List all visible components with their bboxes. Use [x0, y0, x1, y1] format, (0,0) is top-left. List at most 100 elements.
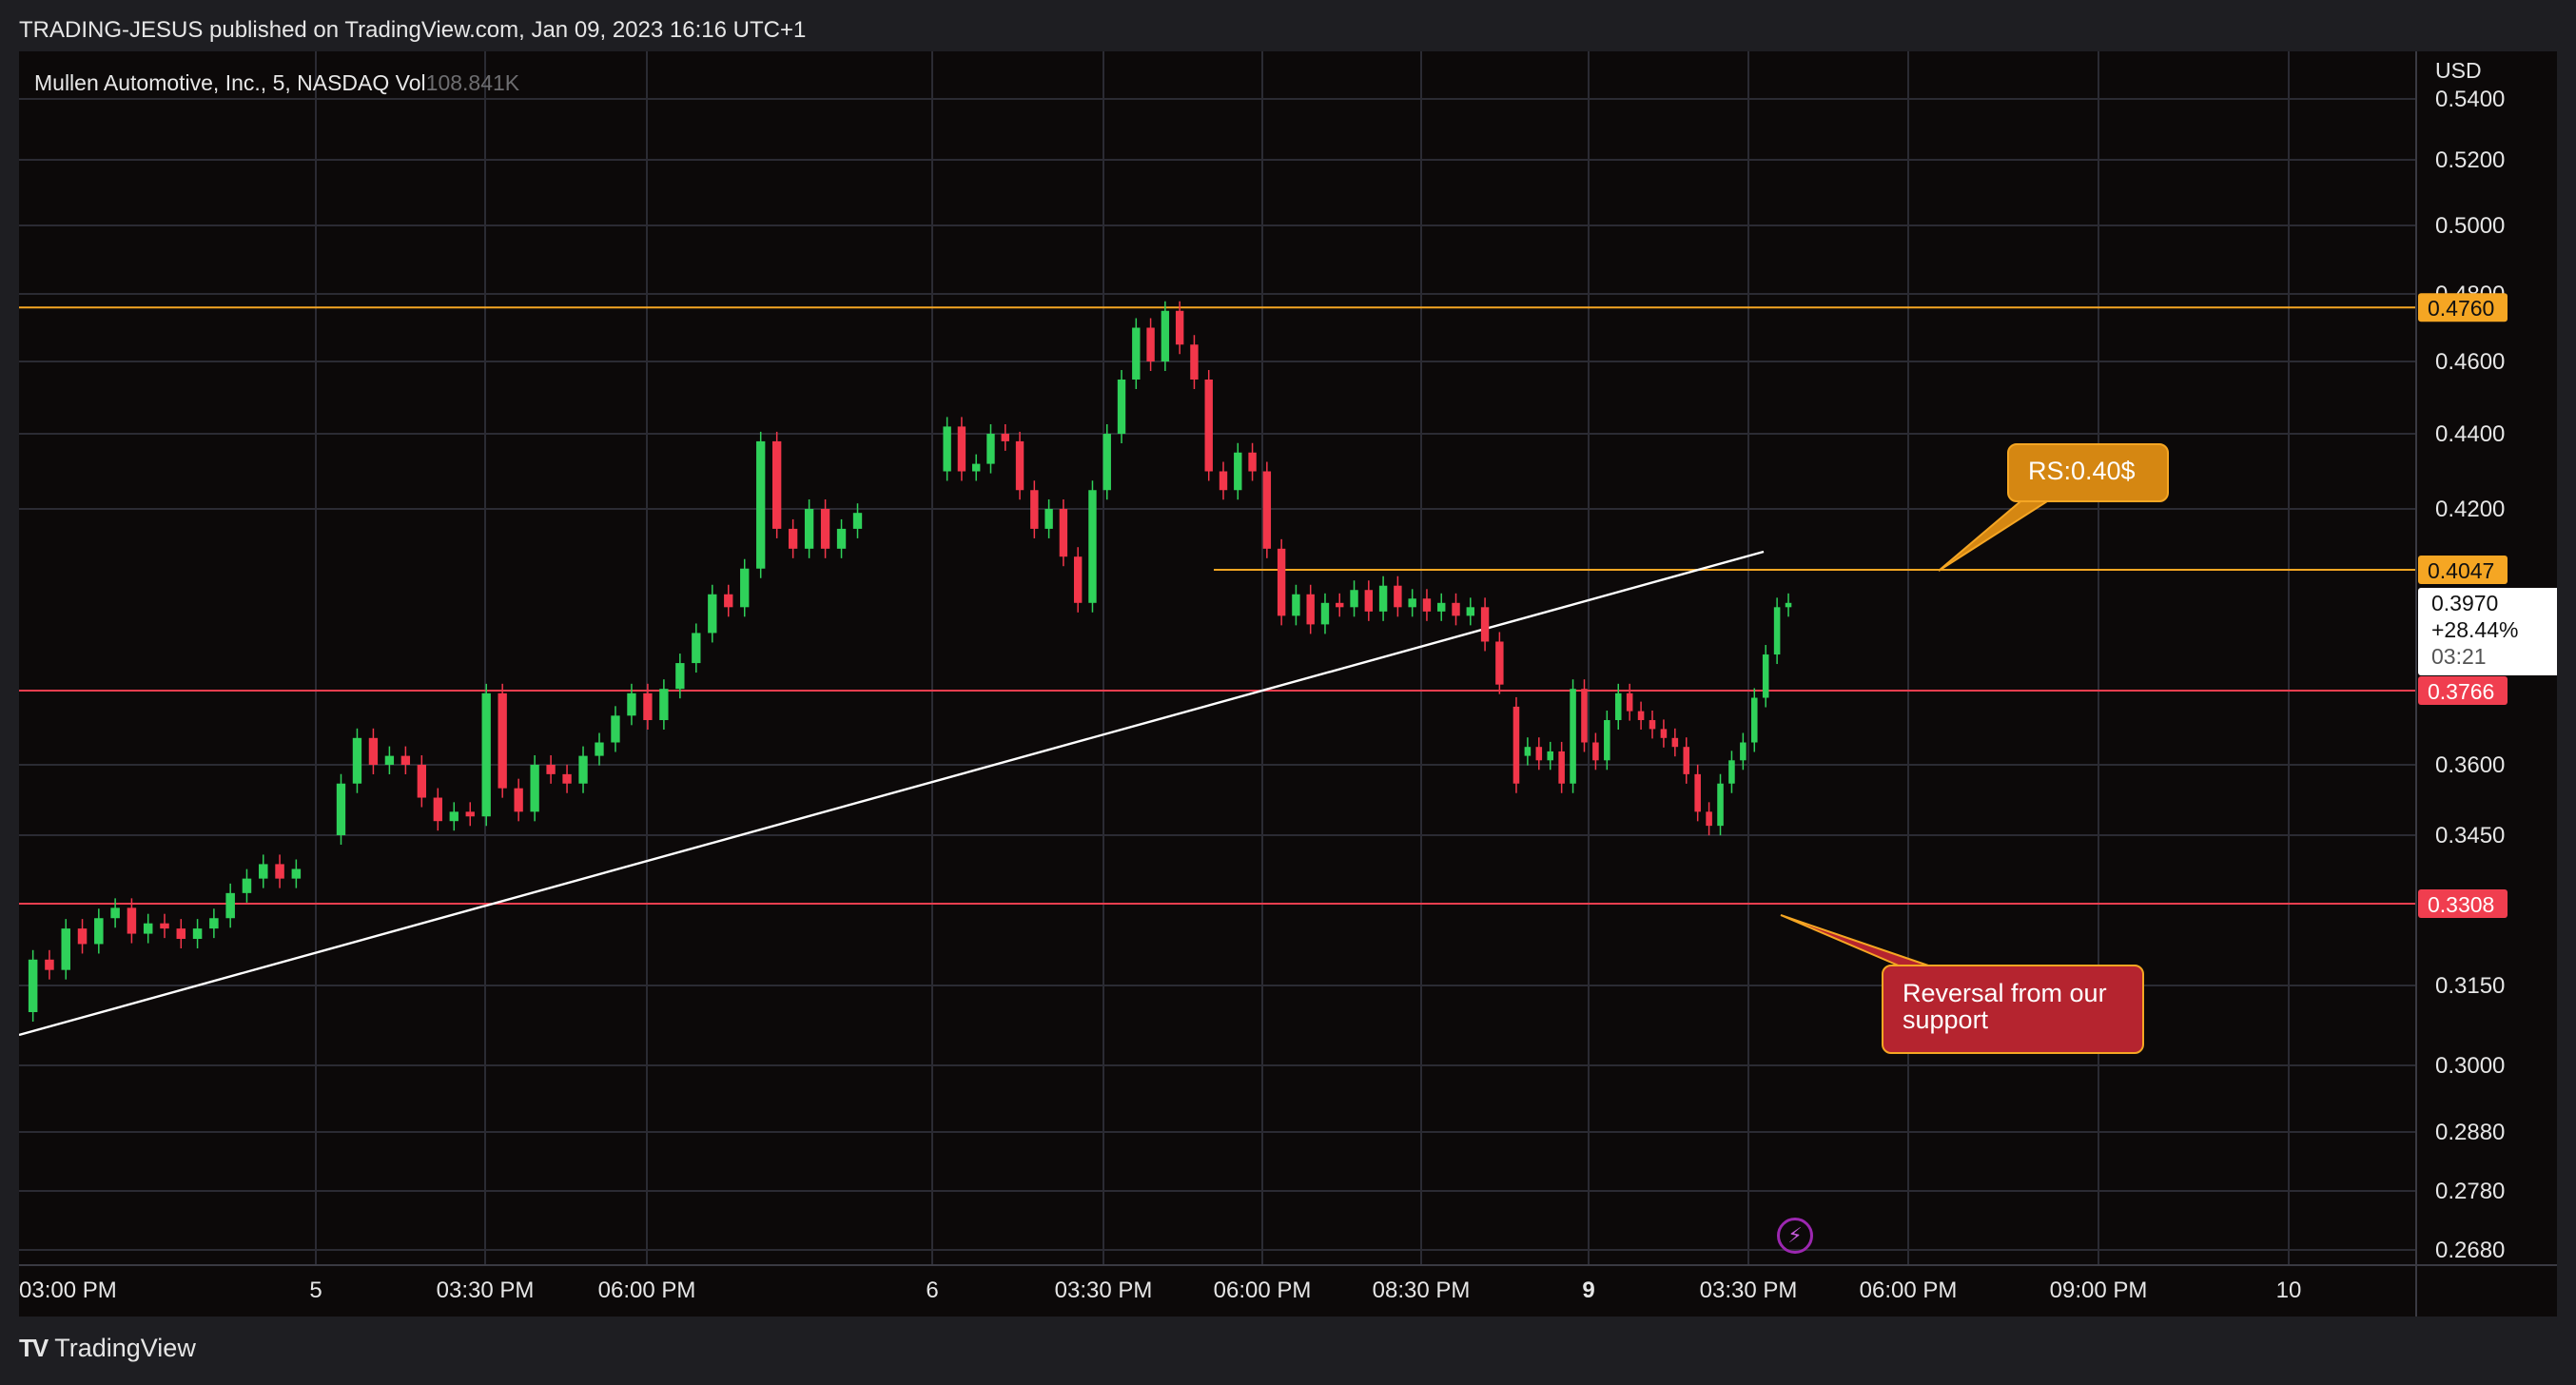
candle-body — [1762, 654, 1769, 698]
candle-body — [1161, 310, 1170, 361]
candle-body — [1728, 760, 1735, 784]
price-tick-label: 0.3600 — [2435, 752, 2505, 778]
level-badge-label: 0.4047 — [2428, 558, 2494, 583]
support-callout: Reversal from our support — [1882, 965, 2144, 1054]
candle-body — [1671, 737, 1679, 748]
candle-body — [1277, 548, 1286, 616]
candle-body — [578, 755, 588, 784]
trendline-layer — [19, 550, 1765, 1037]
candle-body — [368, 737, 379, 765]
candle-body — [1558, 751, 1565, 784]
candlestick-chart[interactable]: USD0.54000.52000.50000.48000.46000.44000… — [19, 51, 2557, 1317]
candle-body — [1480, 607, 1490, 642]
resistance-callout-text: RS:0.40$ — [2028, 457, 2136, 485]
publisher-credit: TRADING-JESUS published on TradingView.c… — [19, 17, 807, 43]
price-tick-label: 0.2880 — [2435, 1120, 2505, 1145]
time-tick-label: 10 — [2276, 1278, 2302, 1303]
time-tick-label: 03:30 PM — [437, 1278, 535, 1303]
candle-body — [127, 907, 137, 934]
tradingview-brand[interactable]: TV TradingView — [19, 1334, 196, 1363]
candle-body — [740, 568, 750, 608]
candle-body — [562, 773, 572, 784]
candle-body — [1422, 598, 1432, 612]
candle-body — [465, 811, 475, 817]
chart-pane[interactable]: USD0.54000.52000.50000.48000.46000.44000… — [19, 51, 2557, 1317]
candle-body — [852, 513, 863, 529]
candle-body — [1614, 692, 1622, 721]
candle-body — [595, 742, 604, 756]
grid — [19, 51, 2416, 1265]
price-tick-label: 0.5000 — [2435, 213, 2505, 239]
candle-body — [820, 509, 830, 549]
candle-body — [836, 528, 847, 549]
candle-body — [1320, 602, 1330, 625]
candle-body — [724, 594, 733, 608]
candle-body — [498, 692, 507, 789]
time-tick-label: 03:30 PM — [1055, 1278, 1153, 1303]
candle-body — [1535, 747, 1543, 761]
candle-body — [1117, 380, 1126, 434]
candle-body — [192, 928, 203, 940]
candle-body — [1015, 440, 1025, 491]
candle-body — [1581, 689, 1588, 743]
candles — [28, 301, 1792, 1022]
candle-body — [1103, 434, 1111, 491]
price-tick-label: 0.3000 — [2435, 1053, 2505, 1079]
candle-body — [1452, 602, 1460, 616]
candle-body — [1649, 720, 1656, 730]
candle-body — [692, 633, 701, 664]
candle-body — [1495, 641, 1504, 685]
candle-body — [28, 959, 38, 1012]
candle-body — [1364, 590, 1374, 612]
candle-body — [1524, 747, 1532, 756]
candle-body — [400, 755, 411, 765]
candle-body — [1073, 556, 1083, 603]
candle-body — [77, 928, 88, 945]
candle-body — [1350, 590, 1358, 608]
flash-icon[interactable]: ⚡ — [1777, 1218, 1813, 1254]
last-price-change: +28.44% — [2431, 617, 2518, 642]
symbol-name: Mullen Automotive, Inc., 5, NASDAQ — [34, 70, 390, 95]
candle-body — [1044, 509, 1053, 529]
level-badge — [2418, 293, 2508, 322]
candle-body — [1512, 706, 1520, 784]
time-tick-label: 06:00 PM — [1860, 1278, 1958, 1303]
candle-body — [1466, 607, 1474, 616]
candle-body — [804, 509, 814, 549]
candle-body — [1292, 594, 1300, 616]
time-tick-label: 03:30 PM — [1700, 1278, 1798, 1303]
candle-body — [449, 811, 459, 822]
price-tick-label: 0.3150 — [2435, 973, 2505, 999]
candle-body — [336, 783, 346, 835]
candle-body — [772, 440, 782, 529]
level-badge-label: 0.3308 — [2428, 892, 2494, 917]
candle-body — [1088, 490, 1097, 603]
price-axis: USD0.54000.52000.50000.48000.46000.44000… — [2415, 51, 2557, 1317]
candle-body — [1408, 598, 1416, 608]
price-tick-label: 0.4600 — [2435, 349, 2505, 375]
time-tick-label: 08:30 PM — [1373, 1278, 1471, 1303]
price-tick-label: 0.5400 — [2435, 87, 2505, 112]
resistance-callout: RS:0.40$ — [2007, 443, 2169, 502]
price-tick-label: 0.2780 — [2435, 1179, 2505, 1204]
candle-body — [1683, 747, 1690, 774]
last-price-box — [2418, 588, 2557, 675]
candle-body — [627, 692, 636, 716]
candle-body — [45, 959, 54, 970]
candle-body — [1175, 310, 1184, 345]
candle-body — [675, 663, 685, 690]
candle-body — [1717, 783, 1724, 827]
candle-body — [943, 426, 951, 472]
candle-body — [1306, 594, 1315, 625]
resistance-callout-pointer — [1938, 496, 2059, 572]
candle-body — [1030, 490, 1039, 529]
price-tick-label: 0.2680 — [2435, 1238, 2505, 1263]
trendline — [19, 550, 1765, 1037]
time-tick-label: 9 — [1582, 1278, 1594, 1303]
volume-label: Vol — [395, 70, 426, 95]
time-tick-label: 6 — [926, 1278, 938, 1303]
candle-body — [1219, 471, 1228, 491]
candle-body — [1437, 602, 1446, 612]
time-tick-label: 06:00 PM — [1214, 1278, 1312, 1303]
